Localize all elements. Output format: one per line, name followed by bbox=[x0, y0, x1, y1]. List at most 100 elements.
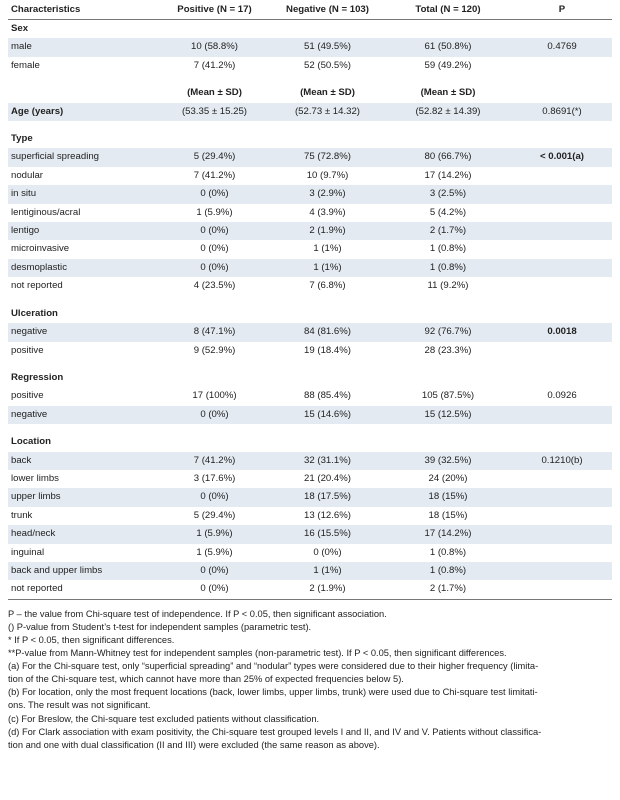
table-row: trunk 5 (29.4%) 13 (12.6%) 18 (15%) bbox=[8, 507, 612, 525]
row-label: negative bbox=[8, 405, 158, 425]
section-type: Type bbox=[8, 130, 612, 148]
cell-positive: 1 (5.9%) bbox=[196, 546, 233, 558]
cell-total: 5 (4.2%) bbox=[429, 206, 467, 218]
cell-total: 80 (66.7%) bbox=[384, 148, 512, 167]
table-row: desmoplastic 0 (0%) 1 (1%) 1 (0.8%) bbox=[8, 258, 612, 278]
cell-negative: 21 (20.4%) bbox=[304, 472, 351, 484]
row-label: back bbox=[8, 451, 158, 470]
cell-negative: 2 (1.9%) bbox=[271, 222, 384, 241]
footnote: () P-value from Student’s t-test for ind… bbox=[8, 621, 312, 632]
row-label: male bbox=[8, 38, 158, 57]
cell-negative: 13 (12.6%) bbox=[304, 509, 351, 521]
cell-total: 59 (49.2%) bbox=[424, 59, 472, 71]
cell-positive: 0 (0%) bbox=[200, 243, 229, 255]
table-row: negative 0 (0%) 15 (14.6%) 15 (12.5%) bbox=[8, 405, 612, 425]
cell-positive: 7 (41.2%) bbox=[158, 451, 271, 470]
table-row: positive 9 (52.9%) 19 (18.4%) 28 (23.3%) bbox=[8, 342, 612, 360]
header-positive: Positive (N = 17) bbox=[158, 0, 271, 20]
row-label: lentigo bbox=[8, 222, 158, 241]
cell-negative: 19 (18.4%) bbox=[304, 344, 351, 356]
cell-positive: 4 (23.5%) bbox=[193, 280, 236, 292]
row-label: not reported bbox=[11, 280, 63, 292]
cell-negative: 1 (1%) bbox=[313, 243, 342, 255]
cell-positive: 5 (29.4%) bbox=[193, 509, 236, 521]
row-label: superficial spreading bbox=[8, 148, 158, 167]
cell-positive: 0 (0%) bbox=[158, 488, 271, 507]
cell-positive: 7 (41.2%) bbox=[193, 169, 236, 181]
cell-negative: 18 (17.5%) bbox=[271, 488, 384, 507]
cell-negative: 4 (3.9%) bbox=[309, 206, 346, 218]
cell-total: (52.82 ± 14.39) bbox=[384, 102, 512, 122]
cell-positive: 8 (47.1%) bbox=[158, 323, 271, 342]
cell-negative: 3 (2.9%) bbox=[271, 185, 384, 204]
row-label: positive bbox=[11, 390, 44, 402]
mean-sd-label-positive: (Mean ± SD) bbox=[187, 87, 242, 99]
cell-negative: 15 (14.6%) bbox=[271, 405, 384, 425]
footnote: P – the value from Chi-square test of in… bbox=[8, 608, 387, 619]
section-title: Regression bbox=[11, 371, 64, 383]
cell-p: 0.4769 bbox=[512, 38, 612, 57]
table-row: not reported 0 (0%) 2 (1.9%) 2 (1.7%) bbox=[8, 580, 612, 600]
section-location: Location bbox=[8, 433, 612, 451]
cell-positive: 0 (0%) bbox=[158, 258, 271, 278]
row-label: not reported bbox=[8, 580, 158, 600]
cell-total: 92 (76.7%) bbox=[384, 323, 512, 342]
row-label: Age (years) bbox=[8, 102, 158, 122]
footnote: * If P < 0.05, then significant differen… bbox=[8, 634, 175, 645]
cell-total: 2 (1.7%) bbox=[384, 222, 512, 241]
cell-positive: 0 (0%) bbox=[158, 185, 271, 204]
section-regression: Regression bbox=[8, 369, 612, 387]
cell-total: 24 (20%) bbox=[428, 472, 468, 484]
table-row: not reported 4 (23.5%) 7 (6.8%) 11 (9.2%… bbox=[8, 277, 612, 295]
cell-total: 39 (32.5%) bbox=[384, 451, 512, 470]
cell-total: 18 (15%) bbox=[428, 509, 468, 521]
cell-total: 3 (2.5%) bbox=[384, 185, 512, 204]
section-title: Ulceration bbox=[11, 307, 58, 319]
cell-total: 17 (14.2%) bbox=[384, 525, 512, 544]
cell-total: 1 (0.8%) bbox=[384, 258, 512, 278]
cell-positive: 0 (0%) bbox=[158, 561, 271, 581]
table-row: superficial spreading 5 (29.4%) 75 (72.8… bbox=[8, 148, 612, 167]
row-label: head/neck bbox=[8, 525, 158, 544]
mean-sd-row: (Mean ± SD) (Mean ± SD) (Mean ± SD) bbox=[8, 84, 612, 102]
cell-negative: 10 (9.7%) bbox=[306, 169, 349, 181]
cell-positive: 10 (58.8%) bbox=[158, 38, 271, 57]
cell-negative: 75 (72.8%) bbox=[271, 148, 384, 167]
cell-total: 2 (1.7%) bbox=[384, 580, 512, 600]
cell-total: 18 (15%) bbox=[384, 488, 512, 507]
footnote: ons. The result was not significant. bbox=[8, 700, 151, 711]
table-row: negative 8 (47.1%) 84 (81.6%) 92 (76.7%)… bbox=[8, 323, 612, 342]
cell-positive: 3 (17.6%) bbox=[193, 472, 236, 484]
cell-positive: 9 (52.9%) bbox=[193, 344, 236, 356]
row-label: microinvasive bbox=[11, 243, 70, 255]
cell-positive: 0 (0%) bbox=[158, 580, 271, 600]
footnote: tion and one with dual classification (I… bbox=[8, 739, 380, 750]
table-row: male 10 (58.8%) 51 (49.5%) 61 (50.8%) 0.… bbox=[8, 38, 612, 57]
table-row: back 7 (41.2%) 32 (31.1%) 39 (32.5%) 0.1… bbox=[8, 451, 612, 470]
cell-positive: 17 (100%) bbox=[192, 390, 237, 402]
cell-total: 1 (0.8%) bbox=[384, 561, 512, 581]
table-row: head/neck 1 (5.9%) 16 (15.5%) 17 (14.2%) bbox=[8, 525, 612, 544]
cell-negative: (52.73 ± 14.32) bbox=[271, 102, 384, 122]
section-sex: Sex bbox=[8, 20, 612, 39]
section-title: Sex bbox=[11, 23, 29, 34]
table-row: lower limbs 3 (17.6%) 21 (20.4%) 24 (20%… bbox=[8, 470, 612, 488]
table-row: in situ 0 (0%) 3 (2.9%) 3 (2.5%) bbox=[8, 185, 612, 204]
cell-p: 0.0926 bbox=[547, 390, 577, 402]
footnote: (b) For location, only the most frequent… bbox=[8, 687, 538, 698]
cell-positive: (53.35 ± 15.25) bbox=[158, 102, 271, 122]
cell-total: 1 (0.8%) bbox=[429, 546, 467, 558]
mean-sd-label-negative: (Mean ± SD) bbox=[300, 87, 355, 99]
cell-negative: 52 (50.5%) bbox=[304, 59, 351, 71]
cell-negative: 7 (6.8%) bbox=[309, 280, 346, 292]
table-row: lentiginous/acral 1 (5.9%) 4 (3.9%) 5 (4… bbox=[8, 204, 612, 222]
cell-total: 11 (9.2%) bbox=[427, 280, 469, 292]
cell-negative: 16 (15.5%) bbox=[271, 525, 384, 544]
section-title: Location bbox=[11, 436, 51, 448]
cell-negative: 84 (81.6%) bbox=[271, 323, 384, 342]
cell-positive: 5 (29.4%) bbox=[158, 148, 271, 167]
cell-positive: 0 (0%) bbox=[158, 405, 271, 425]
cell-negative: 32 (31.1%) bbox=[271, 451, 384, 470]
header-characteristics: Characteristics bbox=[8, 0, 158, 20]
row-label: back and upper limbs bbox=[8, 561, 158, 581]
